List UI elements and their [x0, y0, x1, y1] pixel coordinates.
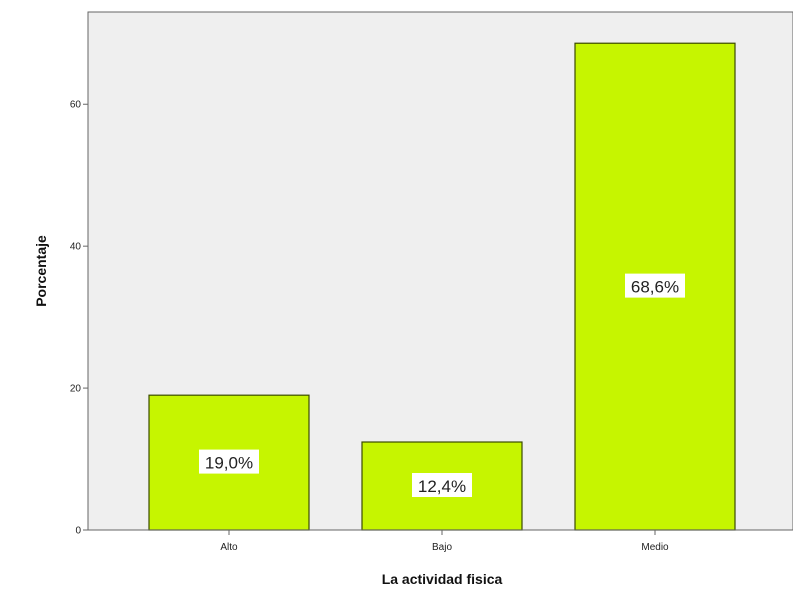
y-axis: 0 20 40 60	[70, 100, 88, 537]
data-label-text: 19,0%	[205, 454, 253, 473]
data-label-background	[412, 473, 472, 498]
x-axis: Alto Bajo Medio	[220, 530, 669, 553]
data-label-text: 68,6%	[631, 278, 679, 297]
data-label-bajo: 12,4%	[412, 473, 472, 498]
x-tick-label-alto: Alto	[220, 542, 238, 553]
data-labels-layer: 19,0% 12,4% 68,6%	[199, 273, 685, 498]
y-tick-label: 60	[70, 100, 82, 111]
x-tick-label-medio: Medio	[641, 542, 669, 553]
x-tick-label-bajo: Bajo	[432, 542, 452, 553]
data-label-text: 12,4%	[418, 477, 466, 496]
data-label-background	[625, 273, 685, 298]
y-tick-label: 0	[75, 526, 81, 537]
y-tick-label: 40	[70, 242, 82, 253]
data-label-medio: 68,6%	[625, 273, 685, 298]
data-label-background	[199, 449, 259, 474]
y-tick-label: 20	[70, 384, 82, 395]
x-axis-title: La actividad fisica	[382, 571, 503, 587]
y-axis-title: Porcentaje	[33, 235, 49, 307]
data-label-alto: 19,0%	[199, 449, 259, 474]
